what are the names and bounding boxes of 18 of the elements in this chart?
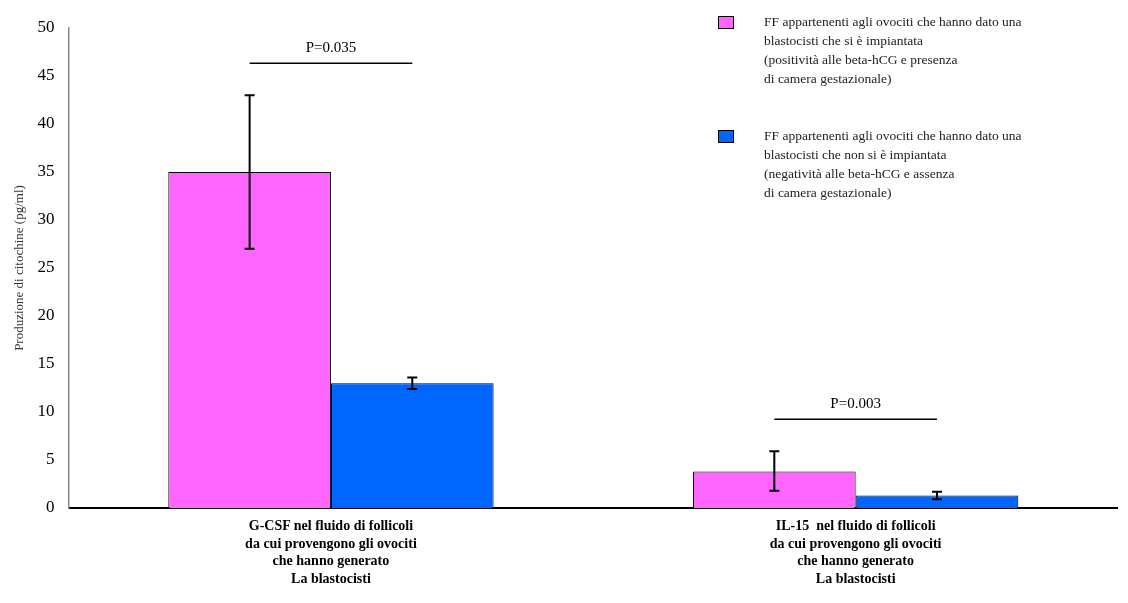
legend-label: FF appartenenti agli ovociti che hanno dato una blastocisti che non si è impiantata (negatività alle beta-hCG e assenza di camera gestazionale) — [764, 127, 1022, 202]
y-tick-label: 10 — [37, 401, 55, 421]
y-tick-label: 50 — [37, 17, 55, 37]
y-tick-label: 45 — [37, 65, 55, 85]
y-axis-title: Produzione di citochine (pg/ml) — [11, 185, 27, 351]
y-tick-label: 0 — [46, 497, 55, 517]
y-tick-label: 15 — [37, 353, 55, 373]
x-tick-label: IL-15 nel fluido di follicoli da cui provengono gli ovociti che hanno generato La blastocisti — [769, 518, 942, 586]
y-tick-label: 20 — [37, 305, 55, 325]
y-tick-label: 30 — [37, 209, 55, 229]
annotation: P=0.035 — [305, 38, 357, 55]
y-tick-label: 40 — [37, 113, 55, 133]
y-tick-label: 5 — [46, 449, 55, 469]
y-tick-label: 25 — [37, 257, 55, 277]
x-tick-label: G-CSF nel fluido di follicoli da cui provengono gli ovociti che hanno generato La blastocisti — [245, 518, 417, 586]
annotation: P=0.003 — [830, 394, 881, 411]
legend-label: FF appartenenti agli ovociti che hanno dato una blastocisti che si è impiantata (positività alle beta-hCG e presenza di camera gestazionale) — [764, 13, 1022, 88]
y-tick-label: 35 — [37, 161, 55, 181]
